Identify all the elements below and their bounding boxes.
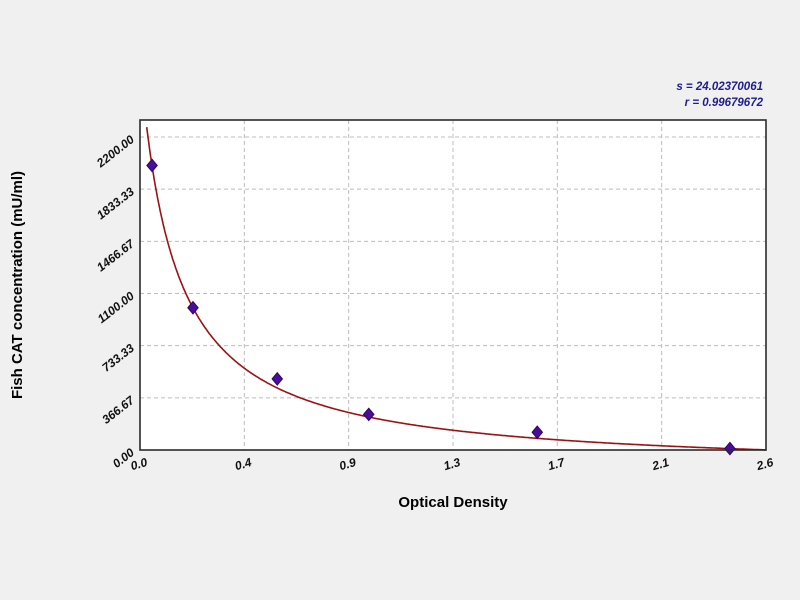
- data-point: [146, 158, 158, 173]
- data-points: [146, 158, 736, 456]
- data-point: [187, 300, 199, 315]
- x-tick-label: 2.1: [650, 455, 671, 473]
- stat-s-value: s = 24.02370061: [676, 81, 763, 93]
- x-axis-title: Optical Density: [398, 494, 508, 511]
- x-tick-label: 1.7: [546, 455, 567, 473]
- x-tick-label: 0.0: [129, 455, 149, 473]
- data-point: [271, 371, 284, 386]
- x-tick-label: 0.4: [233, 455, 253, 473]
- stat-r-value: r = 0.99679672: [685, 97, 764, 109]
- x-axis-tick-labels: 0.0 0.4 0.9 1.3 1.7 2.1 2.6: [129, 455, 775, 474]
- data-point: [724, 441, 736, 456]
- y-axis-title: Fish CAT concentration (mU/ml): [9, 171, 26, 399]
- x-tick-label: 0.9: [338, 455, 358, 473]
- plot-border: [139, 119, 767, 451]
- x-tick-label: 1.3: [442, 455, 462, 473]
- x-tick-label: 2.6: [754, 455, 775, 473]
- data-point: [531, 425, 544, 440]
- fit-curve: [145, 126, 766, 451]
- data-point: [362, 407, 375, 422]
